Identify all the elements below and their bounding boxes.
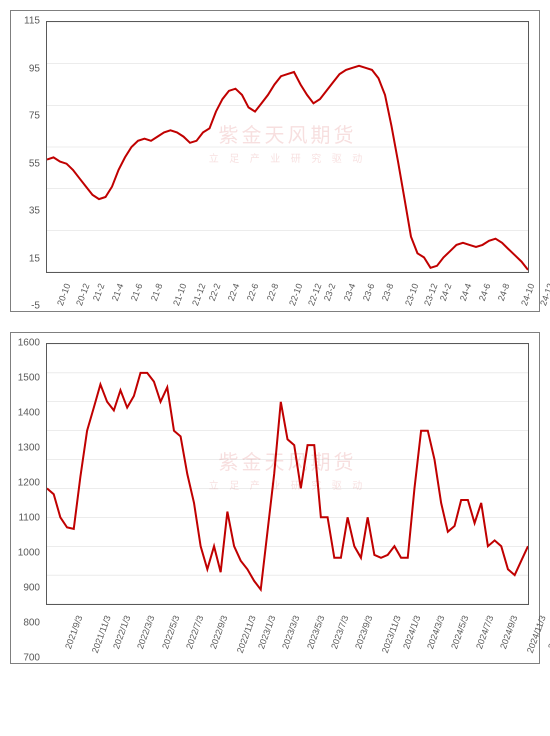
y-tick: -5: [31, 301, 40, 312]
x-tick: 2023/5/3: [305, 614, 326, 650]
x-tick: 21-12: [190, 282, 207, 307]
y-tick: 700: [23, 653, 40, 664]
x-tick: 24-8: [496, 282, 512, 302]
x-tick: 22-8: [264, 282, 280, 302]
x-tick: 24-6: [477, 282, 493, 302]
x-tick: 2024/5/3: [449, 614, 470, 650]
chart2-y-axis: 7008009001000110012001300140015001600: [11, 343, 44, 658]
x-tick: 22-6: [245, 282, 261, 302]
y-tick: 55: [29, 158, 40, 169]
x-tick: 20-10: [55, 282, 72, 307]
x-tick: 23-12: [422, 282, 439, 307]
y-tick: 95: [29, 63, 40, 74]
x-tick: 2023/1/3: [256, 614, 277, 650]
x-tick: 2024/9/3: [498, 614, 519, 650]
x-tick: 2024/3/3: [425, 614, 446, 650]
y-tick: 75: [29, 111, 40, 122]
y-tick: 35: [29, 206, 40, 217]
x-tick: 23-8: [380, 282, 396, 302]
y-tick: 1600: [18, 338, 40, 349]
x-tick: 2023/3/3: [280, 614, 301, 650]
x-tick: 2024/11/3: [525, 614, 548, 654]
x-tick: 23-10: [403, 282, 420, 307]
x-tick: 2022/3/3: [135, 614, 156, 650]
x-tick: 2023/9/3: [353, 614, 374, 650]
chart-2: 700 800 900 1000 1100 1200 1300 1400 1500 1600 紫金…: [10, 332, 540, 664]
x-tick: 21-10: [171, 282, 188, 307]
x-tick: 2024/1/3: [401, 614, 422, 650]
y-tick: 1000: [18, 548, 40, 559]
x-tick: 2023/11/3: [380, 614, 403, 654]
chart2-line: [47, 373, 528, 590]
y-tick: 15: [29, 253, 40, 264]
x-tick: 2022/1/3: [111, 614, 132, 650]
x-tick: 21-8: [148, 282, 164, 302]
x-tick: 23-4: [342, 282, 358, 302]
x-tick: 24-10: [519, 282, 536, 307]
y-tick: 800: [23, 617, 40, 628]
y-tick: 115: [24, 16, 40, 27]
y-tick: 1300: [18, 443, 40, 454]
x-tick: 24-12: [538, 282, 550, 307]
x-tick: 2022/11/3: [235, 614, 258, 654]
y-tick: 900: [23, 583, 40, 594]
chart1-svg: [47, 22, 528, 272]
chart1-plot-area: 紫金天风期货 立 足 产 业 研 究 驱 动: [46, 21, 529, 273]
x-tick: 2021/11/3: [90, 614, 113, 654]
chart1-x-axis: 20-1020-1221-221-421-621-8 21-1021-1222-2…: [46, 278, 529, 316]
y-tick: 1500: [18, 372, 40, 383]
x-tick: 23-6: [361, 282, 377, 302]
x-tick: 21-6: [129, 282, 145, 302]
x-tick: 23-2: [322, 282, 338, 302]
x-tick: 22-12: [306, 282, 323, 307]
x-tick: 21-2: [90, 282, 106, 302]
x-tick: 22-4: [226, 282, 242, 302]
x-tick: 21-4: [110, 282, 126, 302]
x-tick: 20-12: [74, 282, 91, 307]
x-tick: 2022/9/3: [208, 614, 229, 650]
chart1-y-axis: -51535557595115: [11, 21, 44, 306]
x-tick: 2024/7/3: [474, 614, 495, 650]
y-tick: 1400: [18, 407, 40, 418]
chart2-svg: [47, 344, 528, 604]
x-tick: 2022/7/3: [184, 614, 205, 650]
x-tick: 2022/5/3: [160, 614, 181, 650]
chart-1: -5 15 35 55 75 95 115 紫金天风期货 立 足 产 业 研 究 驱 动 2…: [10, 10, 540, 312]
x-tick: 2021/9/3: [63, 614, 84, 650]
x-tick: 2023/7/3: [329, 614, 350, 650]
chart1-line: [47, 66, 528, 270]
x-tick: 22-10: [287, 282, 304, 307]
y-tick: 1200: [18, 477, 40, 488]
x-tick: 22-2: [206, 282, 222, 302]
x-tick: 24-2: [438, 282, 454, 302]
chart2-x-axis: 2021/9/3 2021/11/32022/1/32022/3/32022/5/…: [46, 610, 529, 668]
y-tick: 1100: [18, 513, 40, 524]
x-tick: 24-4: [458, 282, 474, 302]
chart2-plot-area: 紫金天风期货 立 足 产 业 研 究 驱 动: [46, 343, 529, 605]
